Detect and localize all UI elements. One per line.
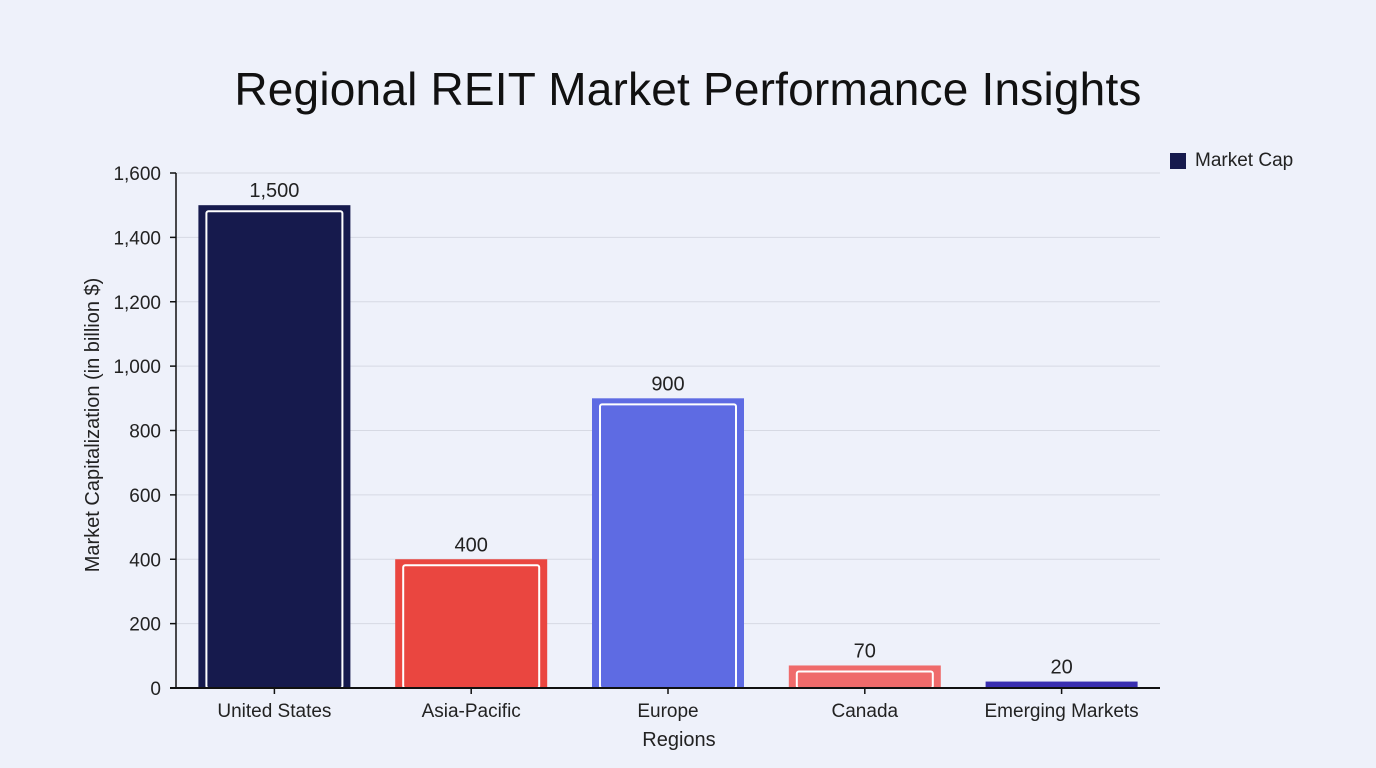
data-labels: 1,500 400 900 70 20 bbox=[249, 180, 1072, 678]
y-tick-label: 1,400 bbox=[113, 228, 161, 249]
data-label: 70 bbox=[854, 640, 876, 662]
y-tick-label: 600 bbox=[129, 486, 161, 507]
data-label: 1,500 bbox=[249, 180, 299, 202]
y-ticks: 0 200 400 600 800 1,000 1,200 1,400 1,600 bbox=[113, 164, 176, 700]
x-axis-label: Regions bbox=[642, 729, 715, 751]
data-label: 400 bbox=[455, 534, 488, 556]
legend-label: Market Cap bbox=[1195, 150, 1294, 171]
y-tick-label: 400 bbox=[129, 550, 161, 571]
legend: Market Cap bbox=[1170, 150, 1293, 172]
y-tick-label: 1,200 bbox=[113, 293, 161, 314]
bar bbox=[592, 398, 744, 688]
x-tick-label: Europe bbox=[637, 701, 698, 722]
x-tick-label: Emerging Markets bbox=[985, 701, 1139, 722]
data-label: 20 bbox=[1050, 657, 1072, 679]
x-tick-label: Canada bbox=[832, 701, 899, 722]
bar bbox=[395, 559, 548, 688]
x-ticks: United States Asia-Pacific Europe Canada Eme… bbox=[217, 688, 1139, 722]
bar bbox=[788, 665, 941, 688]
y-tick-label: 1,600 bbox=[113, 164, 161, 185]
x-tick-label: United States bbox=[217, 701, 331, 722]
chart-title: Regional REIT Market Performance Insight… bbox=[234, 63, 1142, 115]
x-tick-label: Asia-Pacific bbox=[422, 701, 521, 722]
data-label: 900 bbox=[651, 373, 684, 395]
bar bbox=[985, 681, 1138, 688]
legend-swatch bbox=[1170, 153, 1186, 169]
y-tick-label: 200 bbox=[129, 615, 161, 636]
bar bbox=[198, 205, 351, 688]
y-tick-label: 800 bbox=[129, 422, 161, 443]
y-tick-label: 0 bbox=[150, 679, 161, 700]
y-axis-label: Market Capitalization (in billion $) bbox=[82, 278, 104, 573]
y-tick-label: 1,000 bbox=[113, 357, 161, 378]
bars bbox=[198, 205, 1138, 689]
